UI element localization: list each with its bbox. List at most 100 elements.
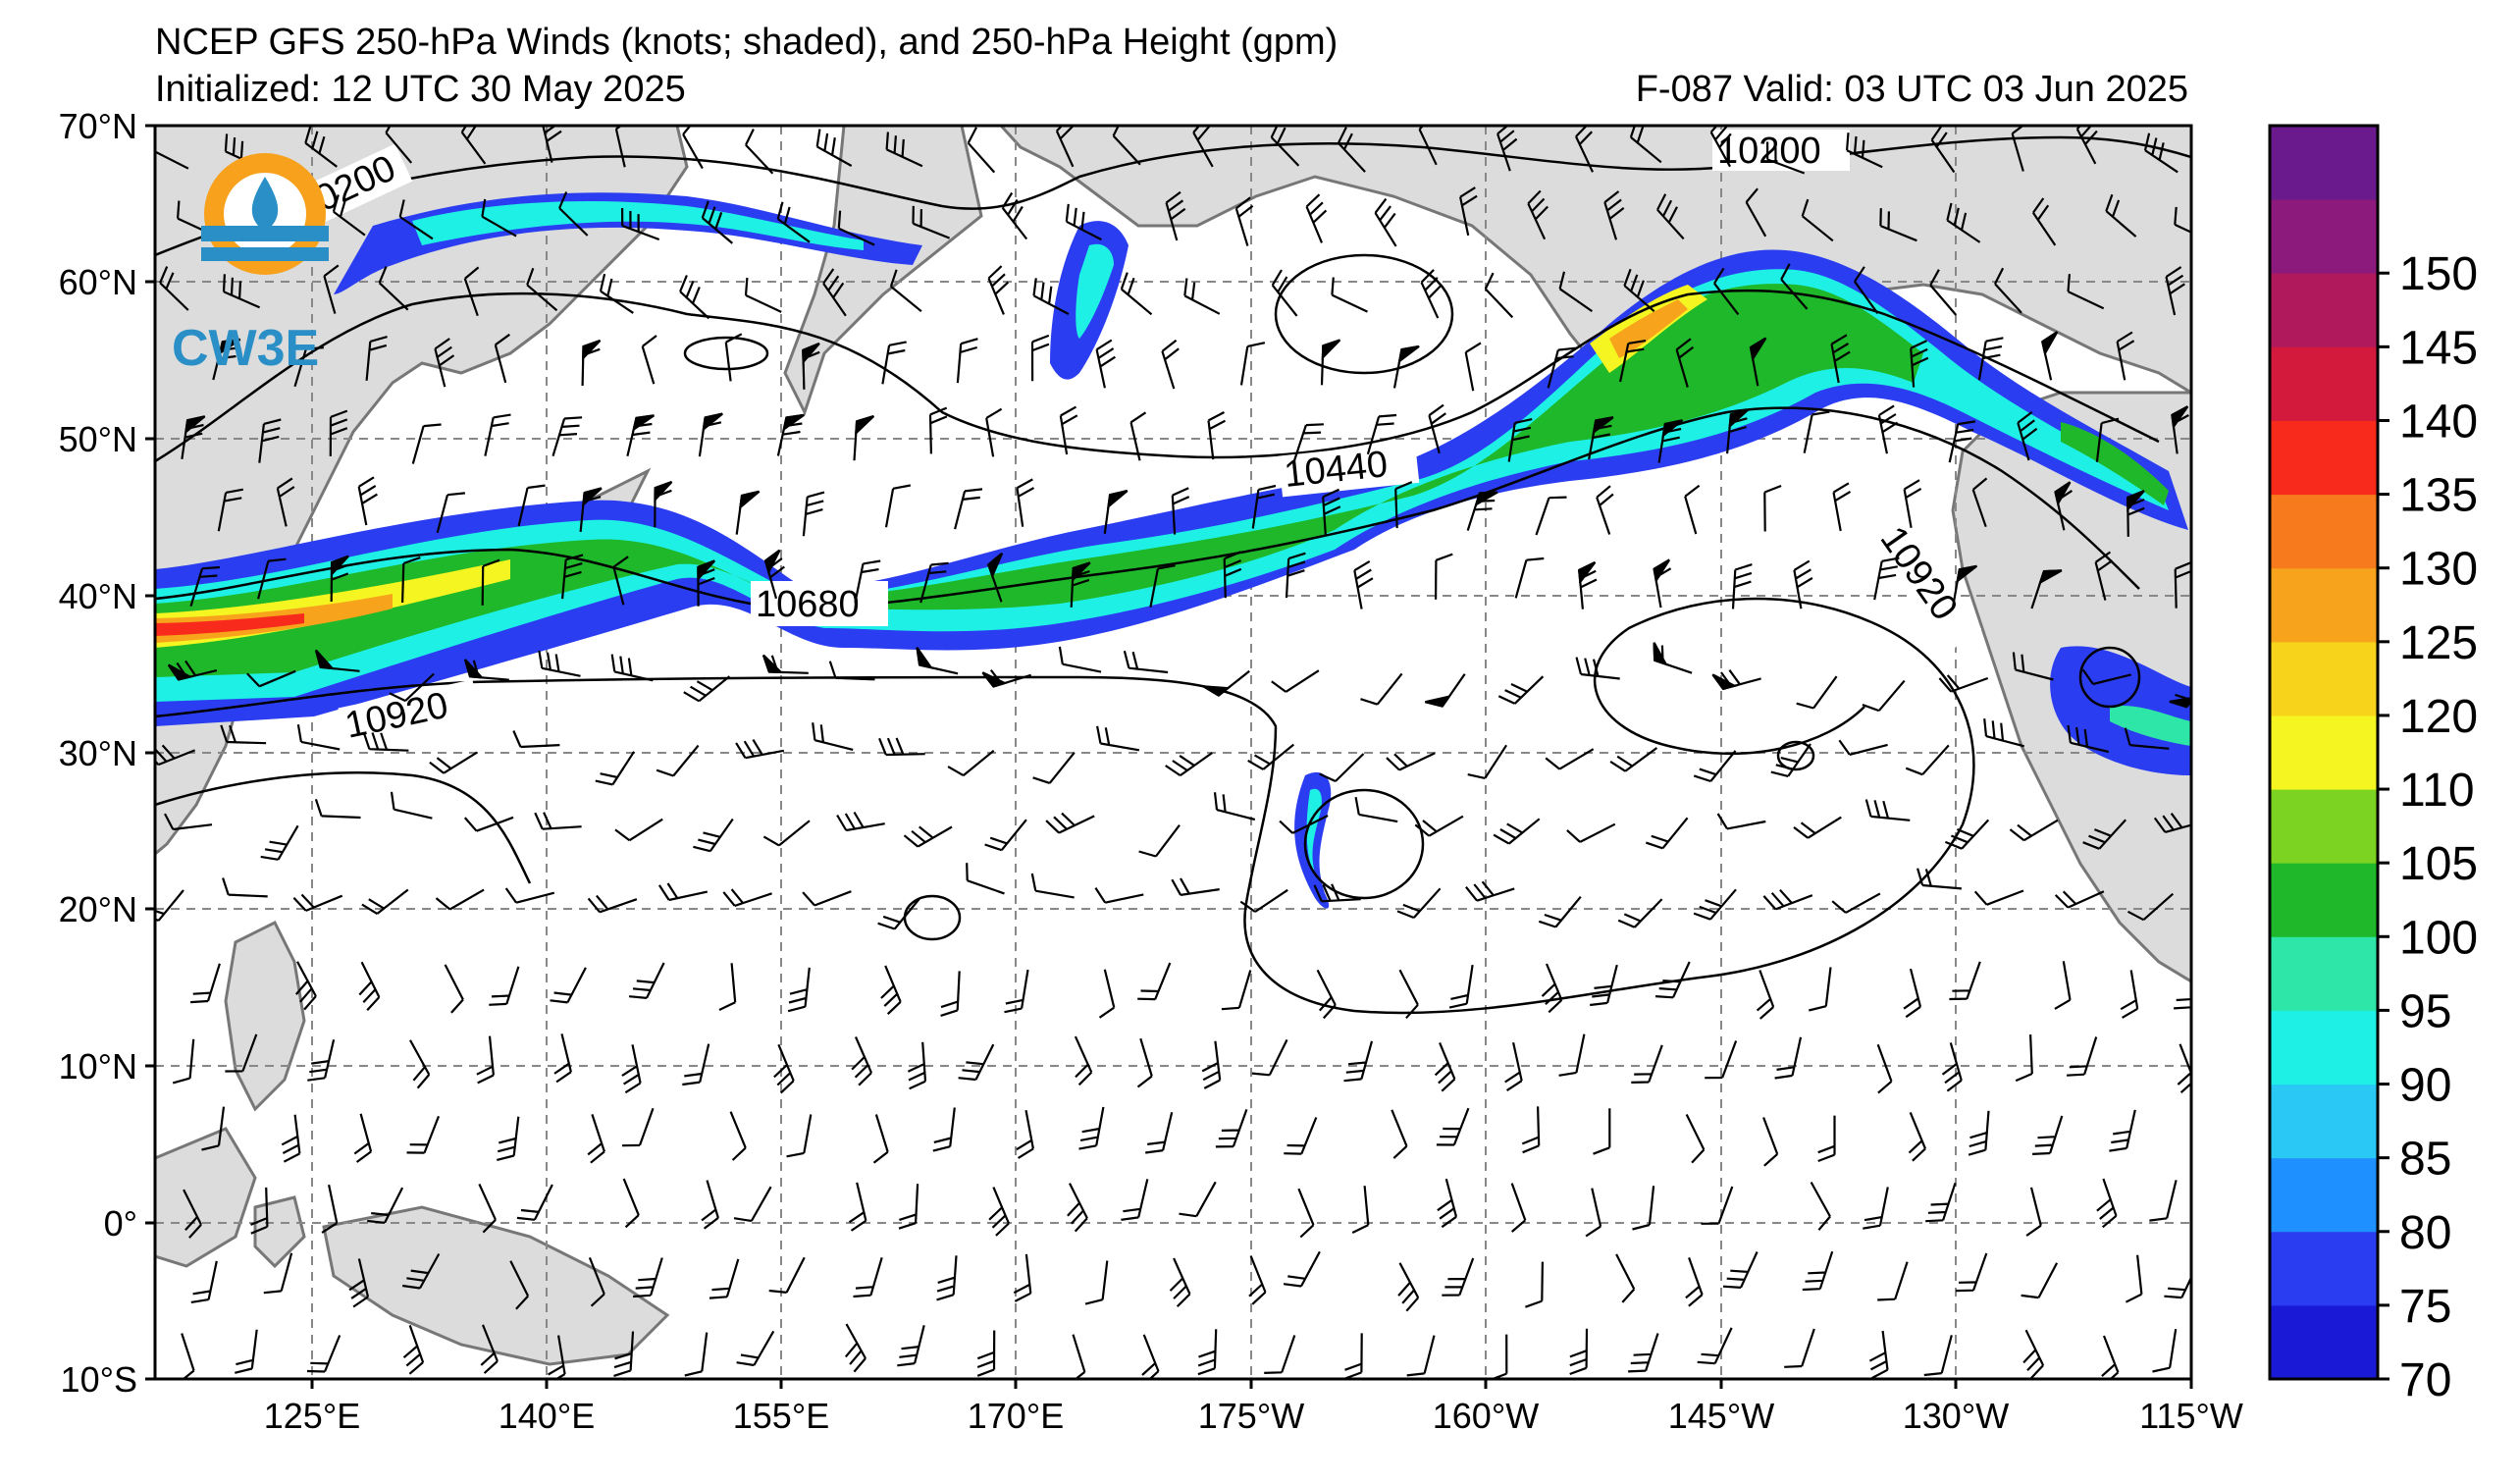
wind-barb xyxy=(1910,340,1929,388)
wind-barb-pennant xyxy=(782,413,805,432)
wind-barb xyxy=(612,556,629,606)
wind-barb xyxy=(1141,1334,1160,1379)
lat-label: 10°N xyxy=(59,1046,137,1086)
wind-barb xyxy=(1609,747,1658,772)
wind-barb xyxy=(987,265,1010,315)
wind-barb xyxy=(1590,964,1618,1007)
wind-barb xyxy=(2012,652,2054,681)
wind-barb xyxy=(682,126,704,170)
wind-barb xyxy=(1396,887,1442,920)
wind-barb xyxy=(2149,1180,2178,1222)
wind-barb xyxy=(628,962,665,999)
wind-barb xyxy=(183,1189,202,1239)
wind-barb xyxy=(940,971,961,1017)
wind-barb-pennant xyxy=(167,663,193,681)
wind-barb xyxy=(1271,269,1298,317)
wind-barb xyxy=(1762,1117,1779,1167)
wind-barb xyxy=(1722,1251,1759,1289)
wind-barb xyxy=(679,275,710,320)
wind-barb-pennant xyxy=(987,552,1004,579)
wind-barb xyxy=(956,338,978,384)
colorbar-segment xyxy=(2270,494,2378,569)
wind-barb xyxy=(1629,126,1662,164)
wind-barb xyxy=(853,1256,883,1298)
wind-barb xyxy=(1297,1188,1315,1239)
wind-barb xyxy=(561,554,584,600)
wind-barb xyxy=(1004,969,1029,1014)
wind-barb-pennant xyxy=(330,555,349,577)
wind-barb xyxy=(436,492,466,534)
wind-barb xyxy=(889,269,922,313)
colorbar-tick-label: 125 xyxy=(2399,617,2478,669)
contour-10920 xyxy=(155,597,1975,1015)
wind-barb xyxy=(2174,560,2191,609)
wind-barb xyxy=(1941,1042,1963,1092)
wind-barb xyxy=(1428,403,1446,454)
wind-barb xyxy=(701,200,734,244)
wind-barb xyxy=(1434,1041,1456,1092)
wind-barb xyxy=(1628,1333,1659,1373)
wind-barb xyxy=(2082,819,2127,850)
wind-barb xyxy=(362,731,409,752)
axis-ticks xyxy=(145,124,2193,1389)
wind-barb xyxy=(1343,1040,1374,1083)
wind-barb xyxy=(657,882,709,902)
wind-barb xyxy=(1095,339,1116,389)
wind-barb xyxy=(976,1330,996,1377)
wind-barb xyxy=(1596,485,1614,535)
wind-barb xyxy=(684,1332,709,1377)
lon-label: 125°E xyxy=(264,1396,360,1436)
wind-barb xyxy=(172,1038,195,1085)
wind-barb xyxy=(718,963,737,1011)
wind-barb xyxy=(1877,1261,1909,1301)
wind-barb xyxy=(1593,1108,1611,1155)
wind-barb xyxy=(1525,1261,1544,1308)
contour-ring-aleutian xyxy=(1274,253,1454,375)
wind-barb xyxy=(1013,1253,1032,1302)
colorbar-tick-label: 85 xyxy=(2399,1134,2451,1186)
wind-barb-pennant xyxy=(763,549,781,575)
colorbar-tick-label: 140 xyxy=(2399,396,2478,448)
lon-label: 155°E xyxy=(733,1396,829,1436)
wind-barb xyxy=(587,1114,605,1164)
wind-barb xyxy=(967,127,996,174)
wind-barb xyxy=(928,406,948,454)
wind-barb-pennant xyxy=(1107,490,1129,509)
lat-label: 30°N xyxy=(59,733,137,773)
wind-barb xyxy=(1864,799,1911,821)
map-title: NCEP GFS 250-hPa Winds (knots; shaded), … xyxy=(155,22,1339,63)
wind-barb xyxy=(736,1330,775,1367)
wind-barb xyxy=(1946,202,1981,243)
colorbar-segment xyxy=(2270,273,2378,347)
wind-barb xyxy=(429,751,478,774)
wind-barb xyxy=(1983,718,2024,748)
wind-barb xyxy=(294,961,317,1011)
contour-ring-east xyxy=(1776,740,1815,771)
wind-barb xyxy=(1322,488,1341,537)
wind-barb xyxy=(621,1107,655,1147)
colorbar-segment xyxy=(2270,863,2378,937)
wind-barb xyxy=(1072,1334,1086,1379)
wind-barb xyxy=(1521,1106,1541,1154)
wind-barb xyxy=(1398,969,1419,1020)
wind-barb xyxy=(217,488,243,532)
wind-barb xyxy=(353,1113,373,1163)
wind-barb-pennant xyxy=(2171,405,2189,430)
wind-barb xyxy=(1165,752,1213,777)
wind-barb xyxy=(1810,1181,1831,1231)
wind-barb xyxy=(1171,877,1220,896)
wind-barb xyxy=(884,484,912,528)
wind-barb xyxy=(2075,126,2098,165)
wind-barb xyxy=(885,132,923,168)
wind-barb xyxy=(1234,196,1254,246)
wind-barb xyxy=(1770,743,1811,777)
wind-barb xyxy=(1817,1115,1836,1163)
wind-barb xyxy=(1354,797,1398,823)
wind-barb-pennant xyxy=(1425,695,1452,708)
lat-label: 10°S xyxy=(61,1359,137,1400)
wind-barb xyxy=(2022,1329,2045,1379)
wind-barb-pennant xyxy=(1071,561,1091,583)
wind-barb xyxy=(848,1182,867,1232)
wind-barb xyxy=(481,198,517,238)
wind-barb xyxy=(1065,203,1102,241)
